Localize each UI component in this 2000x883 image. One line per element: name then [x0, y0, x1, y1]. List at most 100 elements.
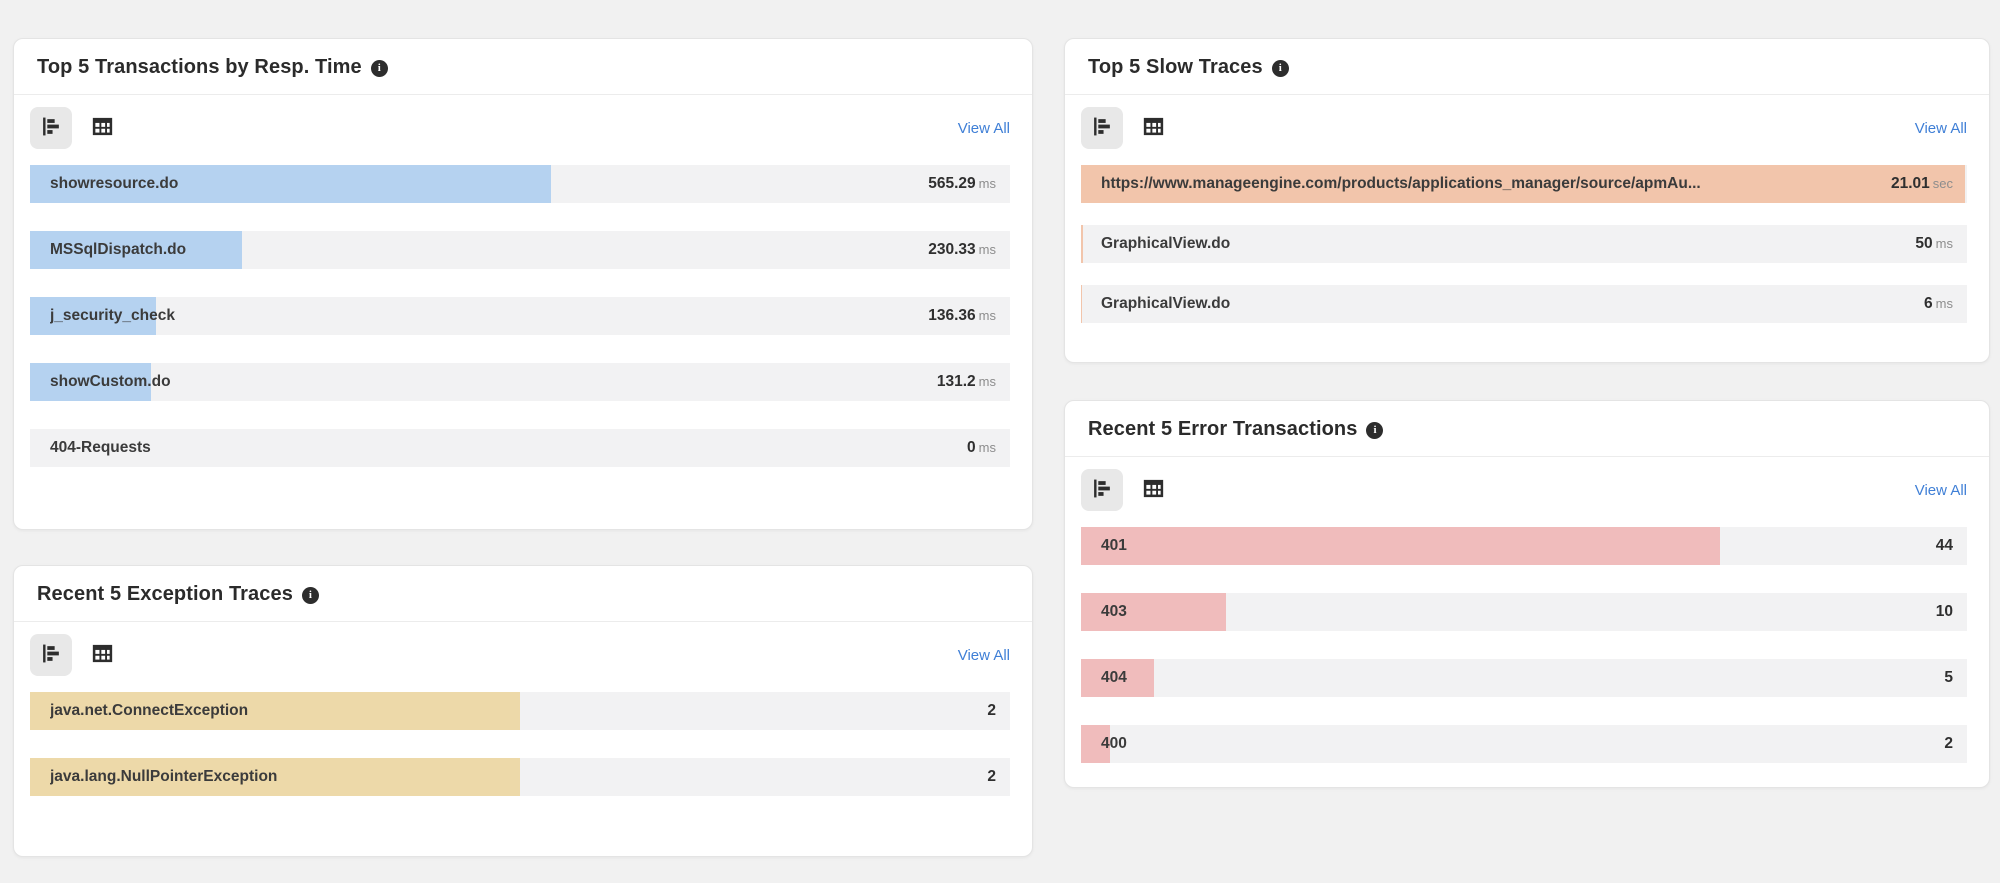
table-row[interactable]: j_security_check 136.36 ms: [30, 297, 1010, 335]
row-value-number: 21.01: [1890, 175, 1930, 192]
table-row[interactable]: java.lang.NullPointerException 2: [30, 758, 1010, 796]
info-icon[interactable]: i: [1271, 59, 1289, 77]
row-value: 50 ms: [1915, 235, 1953, 253]
value-bar: [30, 363, 151, 401]
bar-chart-icon: [41, 643, 62, 667]
info-icon[interactable]: i: [301, 586, 319, 604]
row-list: https://www.manageengine.com/products/ap…: [1065, 155, 1989, 323]
bar-view-toggle[interactable]: [30, 107, 72, 149]
row-value: 44: [1936, 537, 1953, 555]
table-row[interactable]: showresource.do 565.29 ms: [30, 165, 1010, 203]
bar-view-toggle[interactable]: [1081, 107, 1123, 149]
bar-chart-icon: [41, 116, 62, 140]
panel-toolbar: View All: [14, 622, 1032, 682]
row-label: https://www.manageengine.com/products/ap…: [1101, 175, 1701, 192]
value-bar: [1081, 527, 1721, 565]
panel-header: Recent 5 Error Transactions i: [1065, 401, 1989, 457]
row-value-unit: sec: [1932, 176, 1953, 191]
row-label: 404: [1101, 669, 1127, 686]
table-row[interactable]: https://www.manageengine.com/products/ap…: [1081, 165, 1967, 203]
table-view-toggle[interactable]: [1132, 107, 1174, 149]
value-bar: [30, 692, 520, 730]
bar-view-toggle[interactable]: [1081, 469, 1123, 511]
value-bar: [1081, 725, 1111, 763]
panel-recent-exception-traces: Recent 5 Exception Traces i View All java.n…: [13, 565, 1033, 857]
view-all-link[interactable]: View All: [957, 119, 1010, 137]
table-row[interactable]: MSSqlDispatch.do 230.33 ms: [30, 231, 1010, 269]
table-row[interactable]: 404-Requests 0 ms: [30, 429, 1010, 467]
value-bar: [1081, 225, 1084, 263]
table-row[interactable]: showCustom.do 131.2 ms: [30, 363, 1010, 401]
row-value: 230.33 ms: [928, 241, 996, 259]
panel-top-transactions-by-resp-time: Top 5 Transactions by Resp. Time i View Al…: [13, 38, 1033, 530]
value-bar: [30, 758, 520, 796]
row-value: 2: [987, 702, 996, 720]
table-row[interactable]: 400 2: [1081, 725, 1967, 763]
table-row[interactable]: 403 10: [1081, 593, 1967, 631]
panel-toolbar: View All: [14, 95, 1032, 155]
view-toggle-group: [30, 634, 123, 676]
value-bar: [1081, 593, 1227, 631]
row-label: 403: [1101, 603, 1127, 620]
table-view-toggle[interactable]: [81, 634, 123, 676]
row-label: MSSqlDispatch.do: [50, 241, 187, 258]
row-value-unit: ms: [978, 242, 996, 257]
view-all-link[interactable]: View All: [957, 646, 1010, 664]
table-view-toggle[interactable]: [1132, 469, 1174, 511]
value-bar: [30, 165, 552, 203]
panel-title: Recent 5 Error Transactions: [1088, 418, 1358, 440]
row-value-number: 50: [1915, 235, 1933, 252]
panel-header: Top 5 Transactions by Resp. Time i: [14, 39, 1032, 95]
row-value-unit: ms: [978, 176, 996, 191]
row-value-unit: ms: [978, 440, 996, 455]
row-value: 6 ms: [1924, 295, 1953, 313]
table-row[interactable]: 404 5: [1081, 659, 1967, 697]
row-value: 0 ms: [967, 439, 996, 457]
row-value-number: 565.29: [928, 175, 976, 192]
row-value-number: 2: [987, 768, 996, 785]
value-bar: [1081, 659, 1154, 697]
bar-chart-icon: [1092, 116, 1113, 140]
panel-header: Top 5 Slow Traces i: [1065, 39, 1989, 95]
row-label: showresource.do: [50, 175, 179, 192]
table-grid-icon: [1143, 116, 1164, 140]
view-toggle-group: [1081, 107, 1174, 149]
row-label: j_security_check: [50, 307, 175, 324]
row-label: 404-Requests: [50, 439, 151, 456]
view-all-link[interactable]: View All: [1914, 119, 1967, 137]
table-grid-icon: [1143, 478, 1164, 502]
row-label: java.net.ConnectException: [50, 702, 249, 719]
row-value-number: 2: [987, 702, 996, 719]
value-bar: [30, 297, 156, 335]
row-list: java.net.ConnectException 2 java.lang.Null…: [14, 682, 1032, 796]
panel-recent-error-transactions: Recent 5 Error Transactions i View All 401 4…: [1064, 400, 1990, 788]
table-row[interactable]: java.net.ConnectException 2: [30, 692, 1010, 730]
value-bar: [30, 231, 243, 269]
row-value: 2: [1944, 735, 1953, 753]
row-value-number: 0: [967, 439, 976, 456]
row-value: 10: [1936, 603, 1953, 621]
bar-chart-icon: [1092, 478, 1113, 502]
table-row[interactable]: GraphicalView.do 50 ms: [1081, 225, 1967, 263]
value-bar: [1081, 165, 1965, 203]
panel-toolbar: View All: [1065, 95, 1989, 155]
row-value-unit: ms: [1935, 296, 1953, 311]
row-value-number: 136.36: [928, 307, 976, 324]
row-label: java.lang.NullPointerException: [50, 768, 278, 785]
row-value-number: 5: [1944, 669, 1953, 686]
row-value-number: 2: [1944, 735, 1953, 752]
table-row[interactable]: 401 44: [1081, 527, 1967, 565]
panel-title: Top 5 Slow Traces: [1088, 56, 1263, 78]
table-row[interactable]: GraphicalView.do 6 ms: [1081, 285, 1967, 323]
row-value-number: 44: [1935, 537, 1953, 554]
info-icon[interactable]: i: [370, 59, 388, 77]
row-value-unit: ms: [978, 308, 996, 323]
panel-toolbar: View All: [1065, 457, 1989, 517]
row-value: 136.36 ms: [928, 307, 996, 325]
row-value: 21.01 sec: [1891, 175, 1953, 193]
table-view-toggle[interactable]: [81, 107, 123, 149]
bar-view-toggle[interactable]: [30, 634, 72, 676]
row-value-number: 10: [1935, 603, 1953, 620]
info-icon[interactable]: i: [1366, 421, 1384, 439]
view-all-link[interactable]: View All: [1914, 481, 1967, 499]
